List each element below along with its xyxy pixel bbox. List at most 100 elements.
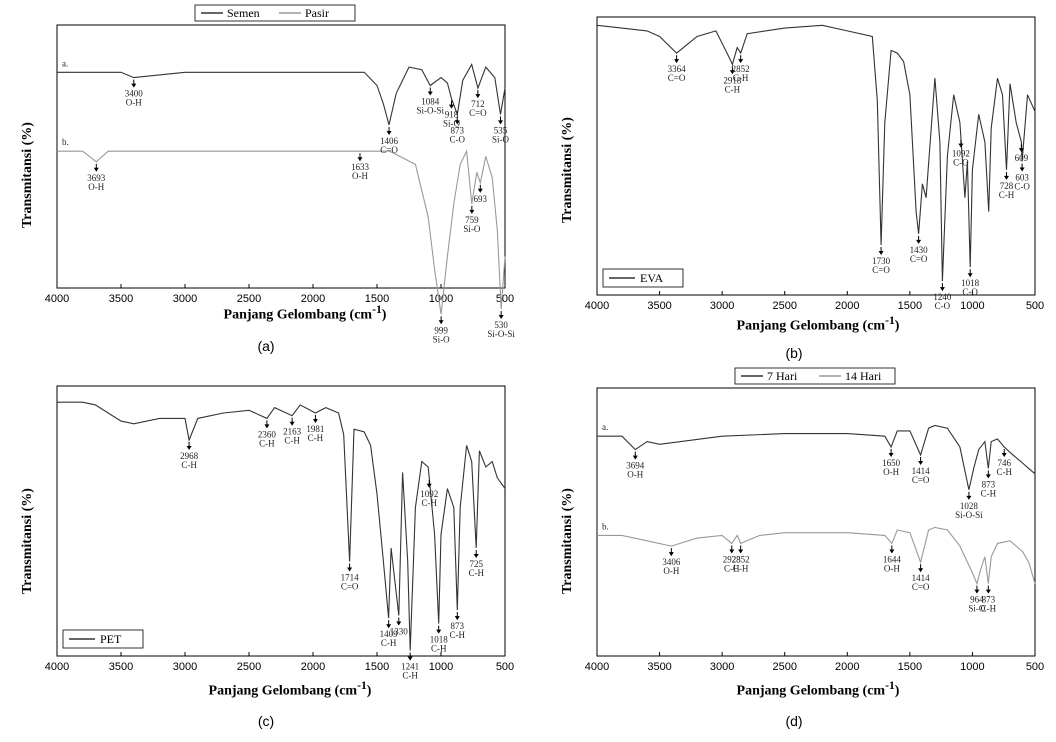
series-line (596, 24, 1036, 282)
chart-svg-c: 4000 3500 3000 2500 2000 1500 1000 5002968C-H23… (45, 385, 514, 681)
annotation-arrowhead (396, 621, 402, 626)
annotation-label: O-H (884, 563, 900, 573)
annotation-arrowhead (426, 483, 432, 488)
annotation-label: Si-O (443, 119, 461, 129)
annotation-label: 873 (451, 621, 465, 631)
plot-frame (596, 387, 1036, 657)
annotation-label: 535 (494, 125, 508, 135)
panel-caption: (b) (785, 345, 803, 361)
x-tick-label: 3000 (710, 300, 734, 312)
annotation-label: O-H (88, 182, 104, 192)
annotation-label: 712 (471, 99, 485, 109)
annotation-arrowhead (738, 59, 744, 64)
annotation-label: C-H (981, 604, 997, 614)
annotation-arrowhead (448, 104, 454, 109)
annotation-label: 1409 (380, 629, 399, 639)
annotation-label: 873 (451, 125, 465, 135)
annotation-label: C-H (733, 73, 749, 83)
series-line (597, 526, 1036, 586)
annotation-label: 2360 (258, 429, 277, 439)
annotation-arrowhead (967, 273, 973, 278)
annotation-label: 1240 (933, 292, 952, 302)
annotation-arrowhead (729, 549, 735, 554)
chart-panel-a: Transmitansi (%) 4000 3500 3000 2500 2000 150… (0, 0, 528, 371)
x-tick-label: 2000 (835, 661, 859, 673)
annotation-arrowhead (985, 589, 991, 594)
chart-svg-a: 4000 3500 3000 2500 2000 1500 1000 500a.b.3400O… (45, 4, 515, 344)
annotation-label: 2968 (180, 451, 199, 461)
annotation-label: C=O (469, 108, 487, 118)
annotation-label: C-H (381, 638, 397, 648)
legend-entry: Semen (227, 6, 260, 20)
annotation-label: 1092 (420, 489, 438, 499)
annotation-label: O-H (663, 566, 679, 576)
annotation-label: 1018 (430, 635, 449, 645)
panel-caption: (d) (785, 713, 803, 729)
x-tick-label: 1500 (898, 661, 922, 673)
x-tick-label: 3000 (173, 293, 197, 305)
annotation-arrowhead (1019, 167, 1025, 172)
annotation-arrowhead (477, 188, 483, 193)
annotation-label: 1330 (390, 627, 409, 637)
annotation-label: C=O (341, 582, 359, 592)
annotation-label: C-H (284, 436, 300, 446)
annotation-label: 3364 (668, 64, 687, 74)
x-tick-label: 4000 (45, 661, 69, 673)
annotation-arrowhead (386, 130, 392, 135)
legend-entry: 14 Hari (845, 369, 882, 383)
annotation-label: 3693 (87, 173, 106, 183)
x-tick-label: 2500 (237, 293, 261, 305)
annotation-label: 918 (445, 110, 459, 120)
annotation-arrowhead (386, 624, 392, 629)
annotation-arrowhead (312, 419, 318, 423)
annotation-label: Si-O (492, 134, 510, 144)
legend-box (62, 629, 144, 649)
x-tick-label: 3500 (647, 300, 671, 312)
annotation-arrowhead (264, 424, 270, 429)
annotation-label: 1430 (910, 245, 929, 255)
annotation-label: 746 (997, 458, 1011, 468)
annotation-label: Si-O-Si (416, 105, 444, 115)
x-axis-label: Panjang Gelombang (cm-1) (223, 303, 387, 323)
annotation-arrowhead (93, 167, 99, 172)
annotation-label: O-H (627, 470, 643, 480)
legend-box (734, 367, 896, 385)
annotation-arrowhead (958, 143, 964, 148)
x-tick-label: 1500 (365, 293, 389, 305)
annotation-label: C-H (999, 190, 1015, 200)
x-tick-label: 2500 (772, 661, 796, 673)
annotation-arrowhead (674, 59, 680, 64)
annotation-arrowhead (473, 554, 479, 558)
series-label: b. (62, 137, 69, 147)
annotation-arrowhead (289, 421, 295, 426)
annotation-arrowhead (966, 495, 972, 500)
annotation-arrowhead (918, 568, 924, 573)
annotation-arrowhead (668, 552, 674, 557)
series-line (57, 149, 506, 315)
annotation-label: C-H (468, 568, 484, 578)
annotation-label: 1018 (961, 278, 980, 288)
x-tick-label: 1000 (960, 661, 984, 673)
x-tick-label: 4000 (45, 293, 69, 305)
x-tick-label: 3000 (710, 661, 734, 673)
annotation-arrowhead (1001, 452, 1007, 457)
x-tick-label: 2000 (835, 300, 859, 312)
annotation-arrowhead (498, 120, 504, 125)
series-line (57, 401, 506, 651)
annotation-label: C=O (910, 254, 928, 264)
chart-panel-d: Transmitansi (%) 4000 3500 3000 2500 2000 150… (528, 367, 1056, 742)
plot-frame (56, 385, 506, 657)
x-tick-label: 2000 (301, 293, 325, 305)
annotation-label: C-H (724, 563, 740, 573)
annotation-arrowhead (454, 616, 460, 621)
annotation-arrowhead (407, 656, 413, 661)
annotation-label: 1650 (882, 458, 901, 468)
annotation-label: Si-O (433, 334, 451, 344)
annotation-label: C-H (431, 644, 447, 654)
annotation-arrowhead (438, 320, 444, 325)
panel-caption: (a) (257, 338, 275, 354)
annotation-label: 999 (434, 325, 448, 335)
plot-frame (56, 24, 506, 289)
annotation-arrowhead (469, 209, 475, 214)
annotation-label: 1092 (952, 149, 970, 159)
